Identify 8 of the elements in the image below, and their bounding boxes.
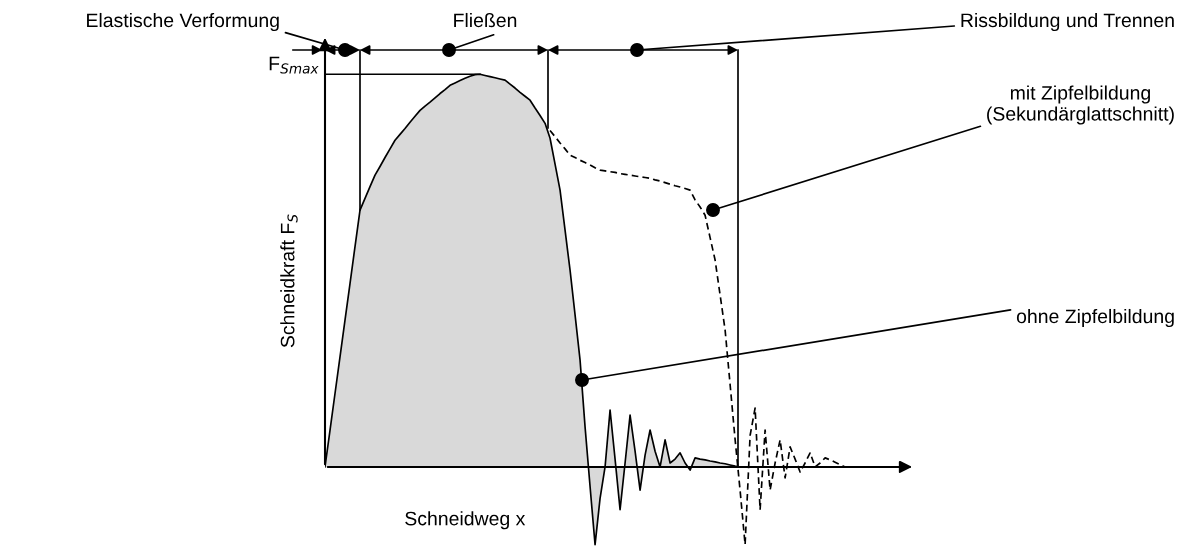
text: Elastische Verformung (87, 12, 279, 32)
x-axis-title: Schneidweg x (405, 511, 526, 530)
text: mit Zipfelbildung (Sekundärglattschnitt) (987, 85, 1174, 125)
y-axis-title: Schneidkraft F$_{S}$ (280, 214, 298, 348)
text: Fließen (454, 12, 517, 28)
text: ohne Zipfelbildung (1016, 308, 1174, 328)
text: Rissbildung und Trennen (961, 12, 1174, 32)
ref-line-label: F$_{Smax}$ (269, 56, 319, 74)
